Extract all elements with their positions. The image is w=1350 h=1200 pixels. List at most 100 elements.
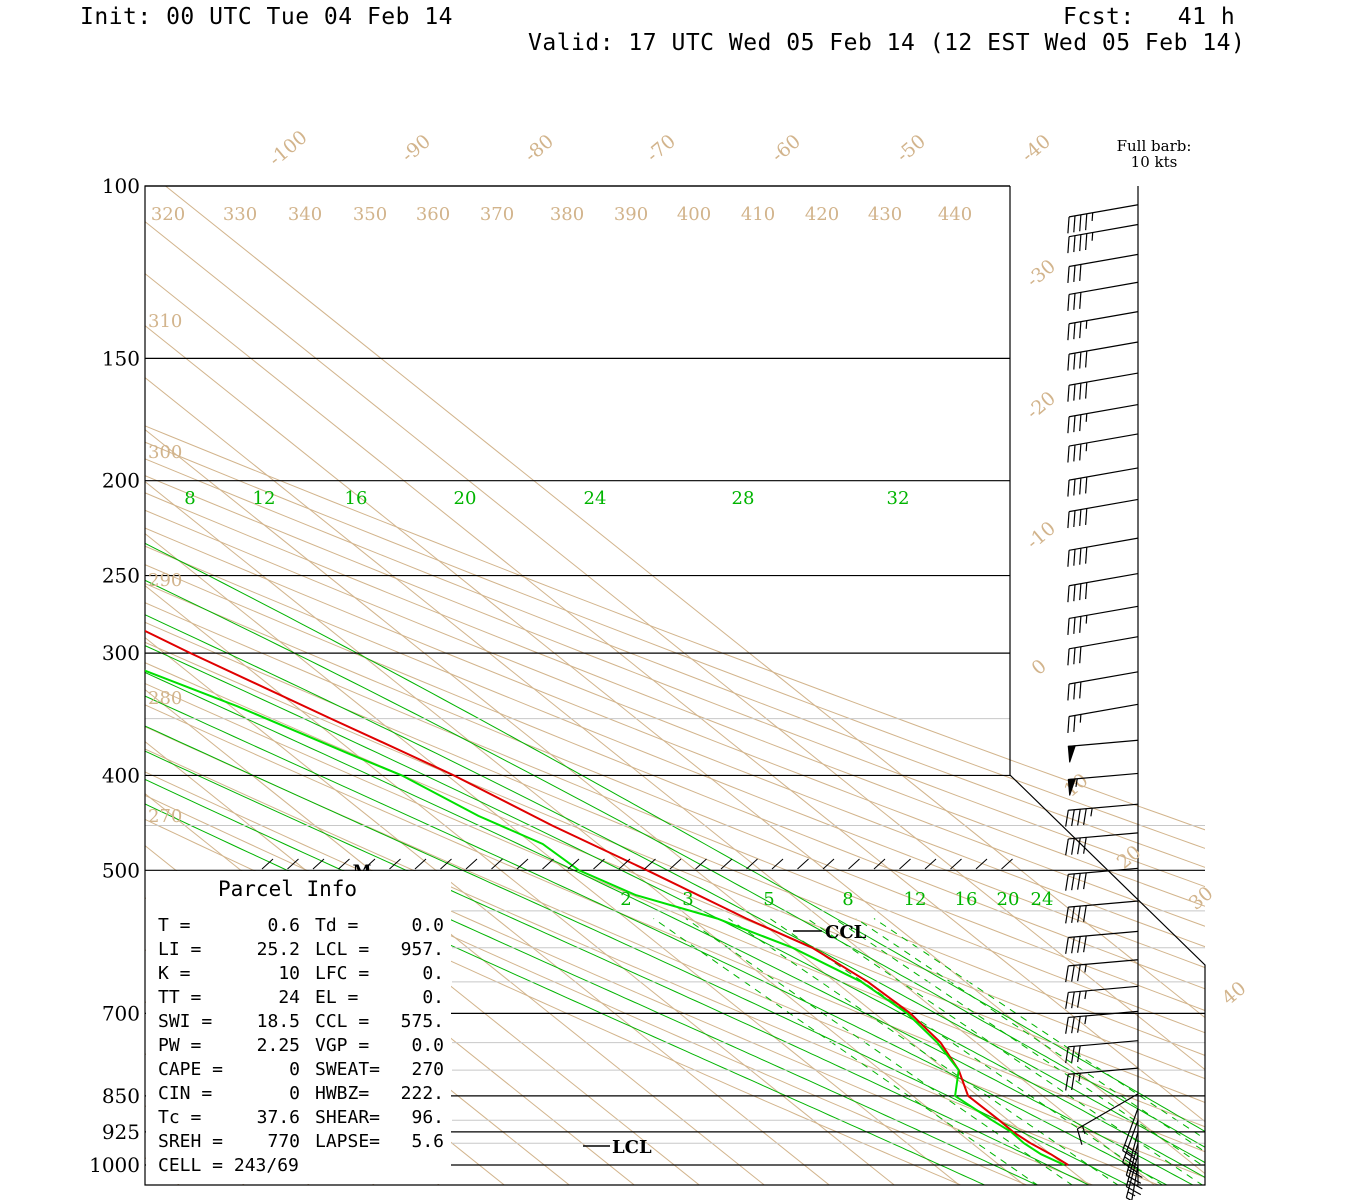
moist-adiabat-label: 24 bbox=[584, 488, 607, 509]
isotherm-line bbox=[145, 636, 831, 1185]
theta-label: 430 bbox=[868, 204, 902, 225]
theta-label: 400 bbox=[677, 204, 711, 225]
temperature-profile bbox=[145, 629, 1069, 1166]
barb-feather bbox=[1077, 936, 1081, 953]
barb-feather bbox=[1085, 213, 1088, 231]
dry-adiabat bbox=[145, 641, 1205, 1080]
barb-feather bbox=[1067, 550, 1070, 567]
wind-barb bbox=[1067, 403, 1139, 434]
theta-label: 370 bbox=[480, 204, 514, 225]
moist-adiabat-label: 28 bbox=[732, 488, 755, 509]
theta-label: 440 bbox=[938, 204, 972, 225]
hatch-mark bbox=[975, 858, 988, 870]
hatch-mark bbox=[338, 858, 350, 870]
pressure-tick-label: 925 bbox=[102, 1120, 140, 1144]
barb-flag bbox=[1067, 745, 1076, 763]
hatch-mark bbox=[873, 858, 886, 870]
barb-feather bbox=[1065, 838, 1069, 856]
barb-feather bbox=[1071, 809, 1075, 827]
isotherm-line bbox=[145, 532, 961, 1185]
valid-time: Valid: 17 UTC Wed 05 Feb 14 (12 EST Wed … bbox=[528, 30, 1246, 56]
parcel-info-value: 5.6 bbox=[411, 1131, 444, 1152]
parcel-info-value: 222. bbox=[401, 1083, 444, 1104]
wind-barb bbox=[1067, 341, 1139, 371]
hatch-mark bbox=[491, 858, 503, 870]
theta-label: 410 bbox=[741, 204, 775, 225]
hatch-mark bbox=[822, 858, 835, 870]
barb-feather bbox=[1073, 715, 1076, 732]
isotherm-line bbox=[145, 740, 701, 1185]
moist-adiabat bbox=[145, 695, 1168, 1185]
dry-adiabat bbox=[145, 602, 1205, 1034]
barb-half-feather bbox=[1084, 990, 1087, 1000]
barb-staff bbox=[1068, 671, 1139, 685]
isotherm-label: -20 bbox=[1022, 387, 1060, 424]
hatch-mark bbox=[644, 858, 656, 870]
mixing-ratio-label: 20 bbox=[997, 889, 1020, 910]
isotherm-label: -80 bbox=[520, 130, 558, 167]
mixing-ratio-label: 2 bbox=[620, 889, 631, 910]
barb-staff bbox=[1125, 1131, 1139, 1176]
moist-adiabat bbox=[145, 671, 1194, 1185]
parcel-info-value: 96. bbox=[411, 1107, 444, 1128]
barb-half-feather bbox=[1084, 964, 1087, 973]
parcel-info-value: LI = bbox=[158, 939, 202, 960]
parcel-info-value: 0.6 bbox=[267, 915, 300, 936]
wind-barb bbox=[1067, 467, 1139, 497]
barb-staff bbox=[1068, 772, 1139, 781]
barb-feather bbox=[1079, 583, 1082, 601]
parcel-info-value: 0 bbox=[289, 1083, 300, 1104]
forecast-hour: Fcst: 41 h bbox=[1063, 4, 1236, 30]
barb-feather bbox=[1067, 236, 1070, 254]
parcel-info-value: 18.5 bbox=[257, 1011, 300, 1032]
parcel-info-value: 270 bbox=[411, 1059, 444, 1080]
hatch-mark bbox=[924, 858, 937, 870]
mixing-ratio-line bbox=[873, 918, 1205, 1140]
barb-feather bbox=[1083, 872, 1087, 890]
mixing-ratio-label: 12 bbox=[904, 889, 927, 910]
barb-feather bbox=[1085, 547, 1088, 564]
barb-feather bbox=[1077, 905, 1081, 923]
wind-barb bbox=[1067, 223, 1139, 254]
pressure-tick-label: 700 bbox=[102, 1001, 140, 1025]
barb-feather bbox=[1071, 906, 1075, 923]
barb-feather bbox=[1071, 936, 1075, 954]
theta-label: 270 bbox=[148, 806, 182, 827]
pressure-tick-label: 200 bbox=[102, 469, 140, 493]
parcel-info-value: LAPSE= bbox=[315, 1131, 380, 1152]
hatch-mark bbox=[669, 858, 682, 870]
barb-feather bbox=[1067, 585, 1070, 603]
theta-label: 360 bbox=[416, 204, 450, 225]
hatch-mark bbox=[440, 858, 452, 870]
parcel-info-value: 0 bbox=[289, 1059, 300, 1080]
dry-adiabat bbox=[145, 527, 1205, 948]
barb-feather bbox=[1067, 648, 1070, 666]
hatch-mark bbox=[389, 858, 401, 870]
barb-feather bbox=[1065, 1017, 1069, 1034]
parcel-info-value: SWEAT= bbox=[315, 1059, 380, 1080]
dry-adiabat bbox=[145, 441, 1205, 849]
wind-barb bbox=[1065, 867, 1139, 891]
barb-staff bbox=[1068, 832, 1139, 840]
theta-label: 330 bbox=[223, 204, 257, 225]
barb-staff bbox=[1068, 1067, 1139, 1075]
barb-half-feather bbox=[1091, 232, 1094, 241]
wind-barb bbox=[1065, 959, 1139, 983]
barb-staff bbox=[1068, 985, 1139, 994]
mixing-ratio-label: 24 bbox=[1031, 889, 1054, 910]
barb-feather bbox=[1083, 808, 1087, 826]
mixing-ratio-line bbox=[685, 918, 1073, 1185]
barb-feather bbox=[1079, 509, 1082, 527]
parcel-info-value: CCL = bbox=[315, 1011, 369, 1032]
hatch-mark bbox=[312, 858, 325, 870]
hatch-mark bbox=[1001, 858, 1013, 870]
moist-adiabat bbox=[145, 542, 1205, 1133]
wind-barb bbox=[1067, 636, 1139, 666]
parcel-info-value: Tc = bbox=[158, 1107, 202, 1128]
barb-half-feather bbox=[1081, 1125, 1086, 1134]
barb-staff bbox=[1068, 253, 1139, 268]
moist-adiabat-label: 8 bbox=[184, 488, 195, 509]
mixing-ratio-line bbox=[728, 918, 1119, 1185]
wind-barb bbox=[1065, 930, 1139, 954]
hatch-mark bbox=[899, 858, 911, 870]
